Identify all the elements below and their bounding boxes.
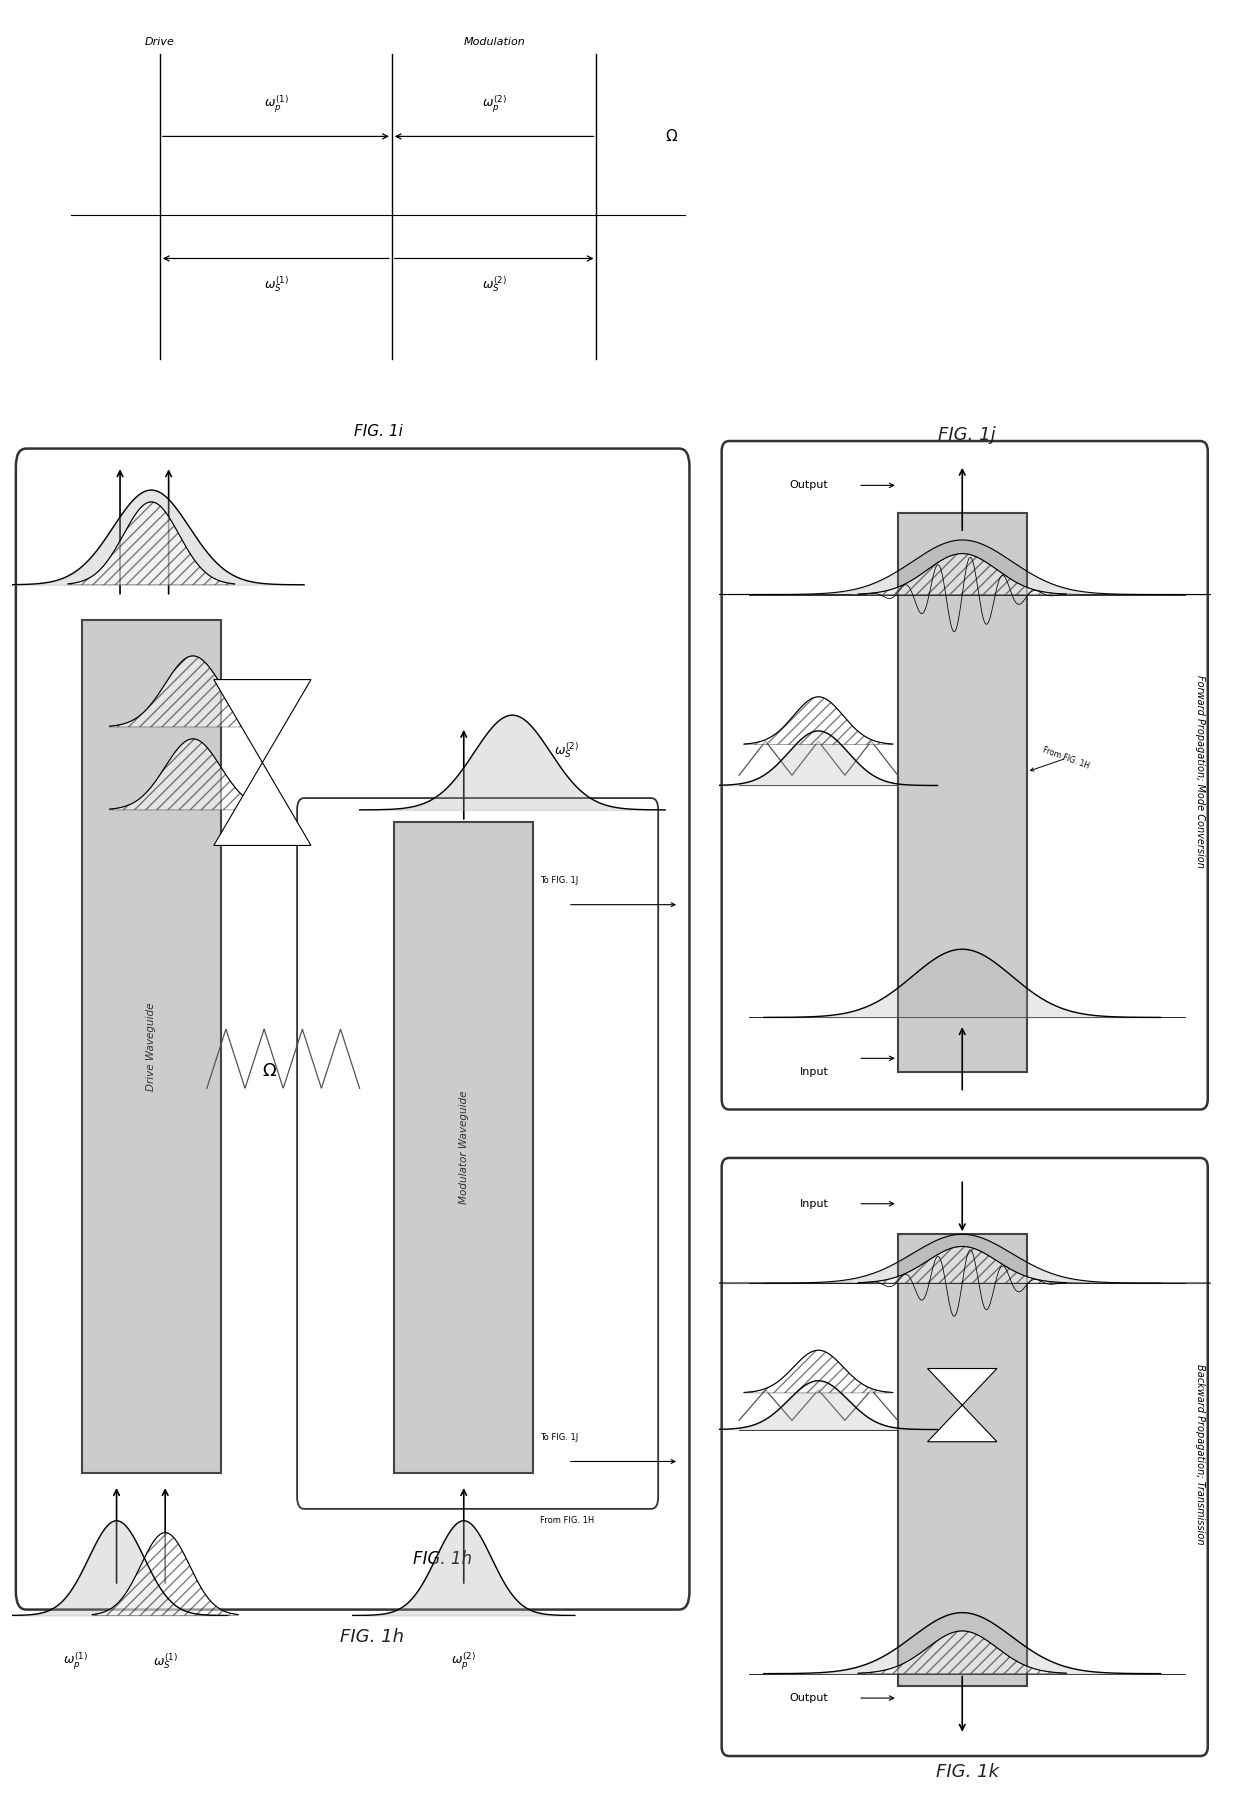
FancyBboxPatch shape [722, 442, 1208, 1109]
Bar [394, 822, 533, 1474]
Text: $\omega_S^{(1)}$: $\omega_S^{(1)}$ [153, 1651, 177, 1671]
Text: To FIG. 1J: To FIG. 1J [541, 876, 578, 885]
Text: $\omega_p^{(1)}$: $\omega_p^{(1)}$ [62, 1651, 87, 1673]
Text: Drive Waveguide: Drive Waveguide [146, 1003, 156, 1091]
Polygon shape [213, 763, 311, 845]
Text: FIG. 1k: FIG. 1k [936, 1763, 998, 1781]
Text: $\Omega$: $\Omega$ [665, 129, 678, 144]
Text: Drive: Drive [145, 36, 175, 47]
Polygon shape [928, 1368, 997, 1405]
Text: FIG. 1j: FIG. 1j [939, 425, 996, 443]
Text: $\omega_S^{(2)}$: $\omega_S^{(2)}$ [482, 275, 506, 294]
Text: Modulator Waveguide: Modulator Waveguide [459, 1091, 469, 1204]
Text: Input: Input [800, 1066, 828, 1077]
FancyBboxPatch shape [298, 799, 658, 1510]
Text: $\omega_p^{(1)}$: $\omega_p^{(1)}$ [264, 93, 288, 115]
Text: From FIG. 1H: From FIG. 1H [1042, 745, 1091, 770]
Text: To FIG. 1J: To FIG. 1J [541, 1432, 578, 1443]
Text: FIG. 1i: FIG. 1i [353, 424, 403, 438]
Text: Output: Output [790, 1693, 828, 1703]
Bar [898, 513, 1027, 1072]
Text: Backward Propagation; Transmission: Backward Propagation; Transmission [1195, 1364, 1205, 1544]
Text: Output: Output [790, 481, 828, 490]
Text: FIG. 1h: FIG. 1h [340, 1628, 404, 1646]
Text: $\omega_p^{(2)}$: $\omega_p^{(2)}$ [482, 93, 506, 115]
Text: $\omega_S^{(2)}$: $\omega_S^{(2)}$ [554, 741, 579, 761]
FancyBboxPatch shape [16, 449, 689, 1610]
Bar [898, 1235, 1027, 1686]
Text: FIG. 1h: FIG. 1h [413, 1551, 472, 1569]
Bar [82, 621, 221, 1474]
Text: Modulation: Modulation [464, 36, 525, 47]
FancyBboxPatch shape [722, 1158, 1208, 1756]
Text: $\omega_p^{(2)}$: $\omega_p^{(2)}$ [451, 1651, 476, 1673]
Text: Forward Propagation; Mode Conversion: Forward Propagation; Mode Conversion [1195, 675, 1205, 869]
Text: $\Omega$: $\Omega$ [262, 1061, 277, 1079]
Text: $\omega_S^{(1)}$: $\omega_S^{(1)}$ [264, 275, 288, 294]
Polygon shape [928, 1405, 997, 1441]
Text: From FIG. 1H: From FIG. 1H [541, 1517, 594, 1526]
Text: Input: Input [800, 1199, 828, 1208]
Polygon shape [213, 680, 311, 763]
